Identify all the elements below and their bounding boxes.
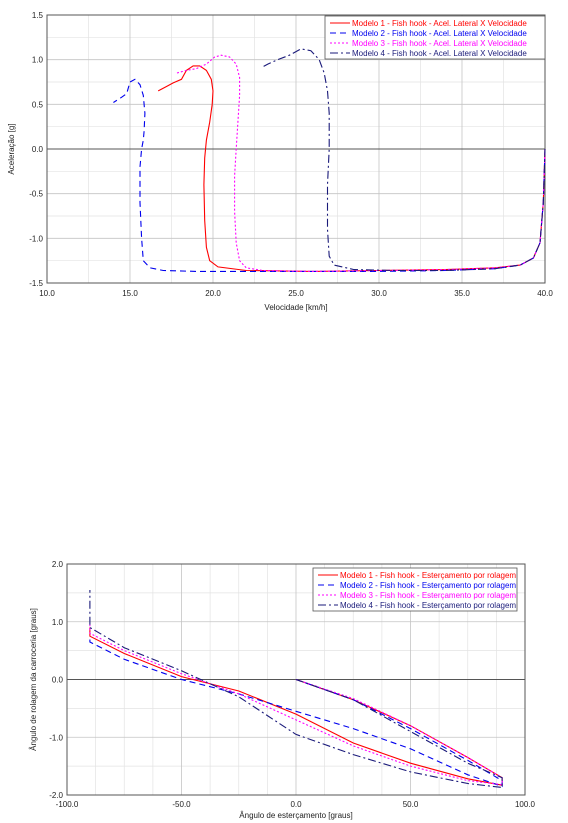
legend: Modelo 1 - Fish hook - Esterçamento por …: [312, 567, 518, 612]
x-tick-label: -50.0: [172, 800, 191, 809]
legend-box: [324, 15, 546, 60]
series-line-3: [89, 624, 503, 786]
legend-label: Modelo 4 - Fish hook - Acel. Lateral X V…: [352, 49, 527, 58]
y-tick-label: 0.0: [52, 676, 64, 685]
y-axis-label: Ângulo de rolagem da carroceria [graus]: [29, 608, 38, 751]
y-tick-label: 0.5: [32, 100, 44, 109]
legend-label: Modelo 4 - Fish hook - Esterçamento por …: [340, 601, 516, 610]
x-axis-label: Velocidade [km/h]: [264, 303, 327, 312]
x-tick-label: 50.0: [403, 800, 419, 809]
x-tick-label: 40.0: [537, 289, 553, 298]
series-line-4: [89, 590, 503, 789]
chart-2: -100.0 -50.0 0.0 50.0 100.0 2.0 1.0 0.0 -1.0 -2.0…: [29, 560, 536, 820]
x-tick-label: 0.0: [290, 800, 302, 809]
legend-box: [312, 567, 518, 612]
chart-1: 10.0 15.0 20.0 25.0 30.0 35.0 40.0 1.5 1.0 0.5 0.0…: [7, 11, 553, 312]
y-tick-label: -1.0: [49, 733, 63, 742]
legend-label: Modelo 2 - Fish hook - Acel. Lateral X V…: [352, 29, 527, 38]
y-tick-label: -0.5: [29, 190, 43, 199]
series-line-3: [176, 54, 546, 272]
series-line-1: [157, 65, 546, 272]
x-axis-label: Ângulo de esterçamento [graus]: [239, 811, 352, 820]
legend-label: Modelo 3 - Fish hook - Acel. Lateral X V…: [352, 39, 527, 48]
series-line-4: [262, 48, 546, 272]
x-tick-label: 30.0: [371, 289, 387, 298]
x-tick-label: 15.0: [122, 289, 138, 298]
y-tick-label: 1.5: [32, 11, 44, 20]
y-tick-label: 0.0: [32, 145, 44, 154]
x-tick-label: 35.0: [454, 289, 470, 298]
y-tick-label: -1.5: [29, 279, 43, 288]
x-tick-label: -100.0: [56, 800, 79, 809]
x-tick-label: 20.0: [205, 289, 221, 298]
legend-label: Modelo 1 - Fish hook - Esterçamento por …: [340, 571, 516, 580]
y-tick-label: -2.0: [49, 791, 63, 800]
plot-frame: [66, 563, 526, 796]
x-tick-label: 25.0: [288, 289, 304, 298]
legend: Modelo 1 - Fish hook - Acel. Lateral X V…: [324, 15, 546, 60]
x-tick-label: 100.0: [515, 800, 536, 809]
y-tick-label: 1.0: [52, 618, 64, 627]
y-tick-label: 2.0: [52, 560, 64, 569]
series-line-2: [89, 636, 503, 788]
y-axis-label: Aceleração [g]: [7, 123, 16, 174]
legend-label: Modelo 3 - Fish hook - Esterçamento por …: [340, 591, 516, 600]
legend-label: Modelo 1 - Fish hook - Acel. Lateral X V…: [352, 19, 527, 28]
y-tick-label: -1.0: [29, 234, 43, 243]
legend-label: Modelo 2 - Fish hook - Esterçamento por …: [340, 581, 516, 590]
y-tick-label: 1.0: [32, 56, 44, 65]
x-tick-label: 10.0: [39, 289, 55, 298]
